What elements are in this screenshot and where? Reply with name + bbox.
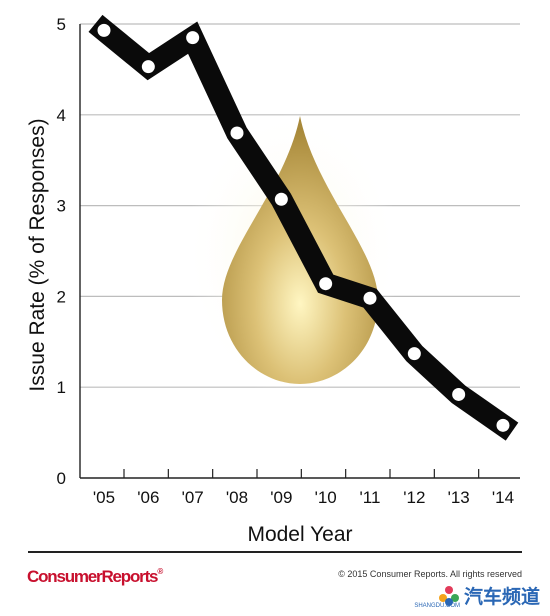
data-point-08	[230, 126, 244, 140]
data-point-09	[274, 192, 288, 206]
flower-logo-icon	[438, 585, 459, 606]
x-tick-label: '11	[360, 488, 381, 507]
x-axis-title: Model Year	[247, 523, 352, 546]
y-tick-label: 1	[57, 378, 66, 397]
data-point-05	[97, 23, 111, 37]
x-tick-label: '08	[226, 488, 248, 507]
y-axis-title: Issue Rate (% of Responses)	[26, 118, 49, 391]
data-point-14	[496, 418, 510, 432]
issue-rate-chart: 0 1 2 3 4 5 '05 '06 '07 '08 '09 '10 '11 '12 '13 '14 Mod…	[26, 14, 520, 546]
y-tick-label: 3	[57, 197, 66, 216]
copyright-notice: © 2015 Consumer Reports. All rights rese…	[338, 569, 522, 579]
x-tick-label: '14	[492, 488, 514, 507]
y-tick-label: 4	[57, 106, 66, 125]
y-tick-label: 0	[57, 469, 66, 488]
data-point-12	[407, 347, 421, 361]
x-tick-label: '07	[182, 488, 204, 507]
watermark-text: 汽车频道	[463, 586, 540, 608]
x-tick-label: '12	[403, 488, 425, 507]
registered-mark: ®	[157, 567, 163, 576]
series-line-0	[88, 14, 519, 441]
x-tick-label: '09	[270, 488, 292, 507]
watermark: 汽车频道	[438, 582, 540, 609]
x-tick-label: '13	[448, 488, 470, 507]
data-point-07	[186, 31, 200, 45]
watermark-subtext: SHANGDU.COM	[414, 603, 460, 609]
y-tick-label: 2	[57, 287, 66, 306]
data-point-11	[363, 291, 377, 305]
axes	[79, 24, 520, 479]
data-point-13	[452, 387, 466, 401]
data-point-10	[319, 277, 333, 291]
footer-divider	[28, 551, 522, 553]
tick-labels: 0 1 2 3 4 5 '05 '06 '07 '08 '09 '10 '11 '12 '13 '14	[57, 15, 515, 507]
y-tick-label: 5	[57, 15, 66, 34]
x-tick-label: '06	[137, 488, 159, 507]
data-point-06	[141, 60, 155, 74]
x-tick-label: '05	[93, 488, 115, 507]
oil-drop-illustration	[185, 110, 400, 400]
x-tick-label: '10	[315, 488, 337, 507]
brand-logo: ConsumerReports®	[27, 567, 163, 587]
series-line	[88, 14, 519, 441]
brand-name: ConsumerReports	[27, 567, 159, 586]
